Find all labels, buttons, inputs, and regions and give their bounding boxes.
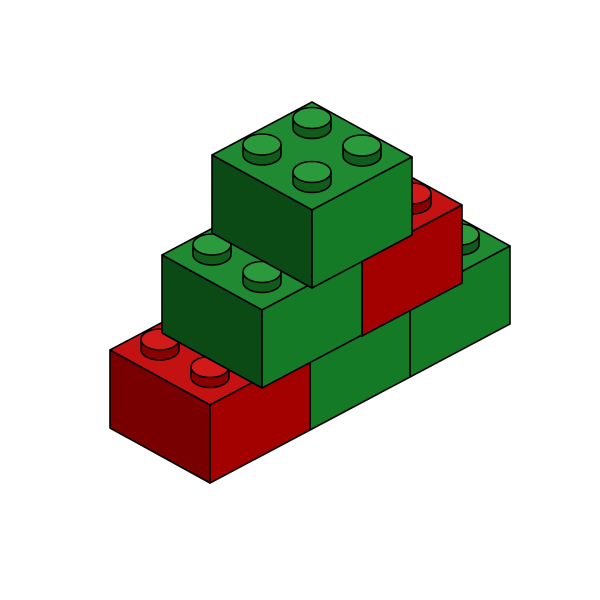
stud-top (242, 133, 282, 156)
stud-top (292, 160, 332, 184)
stud-top (242, 260, 282, 284)
stud-top (292, 106, 332, 130)
stud-top (342, 134, 382, 157)
brick-right-face (311, 156, 413, 289)
stud-top (192, 233, 232, 256)
